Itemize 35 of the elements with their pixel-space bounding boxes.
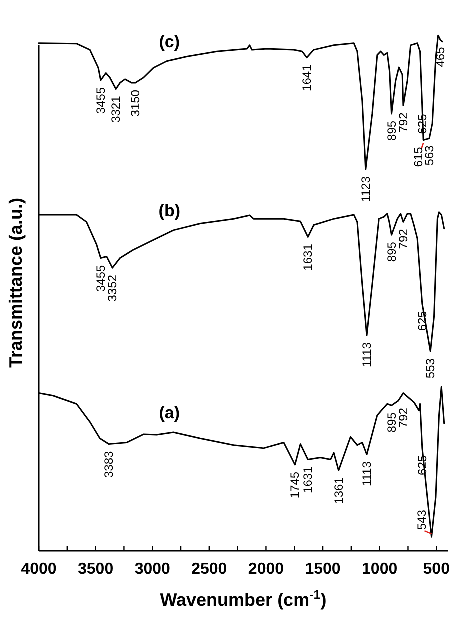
annotation: 1631 [301, 244, 316, 271]
x-tick-label: 3500 [78, 561, 114, 578]
annotation: 3352 [106, 274, 120, 302]
annotation: 1123 [358, 176, 373, 202]
annotation: 1113 [360, 461, 374, 487]
annotation: 543 [414, 510, 429, 530]
annotation: 895 [384, 242, 399, 262]
annotation: 1361 [332, 477, 346, 504]
annotation: 895 [384, 120, 399, 141]
x-axis-title: Wavenumber (cm$^{-1}$) [160, 588, 327, 610]
annotation: 1745 [288, 472, 302, 499]
annotation: 895 [384, 412, 399, 433]
x-tick-label: 2000 [248, 561, 284, 578]
x-tick-label: 1500 [305, 561, 341, 578]
annotation: 1641 [300, 64, 314, 92]
annotation: 792 [396, 408, 410, 428]
annotation: 792 [396, 228, 410, 250]
series-label: (b) [158, 201, 181, 220]
annotation: 3455 [94, 87, 108, 114]
annotation: 3150 [128, 90, 143, 117]
y-axis-title: Transmittance (a.u.) [6, 198, 26, 368]
x-tick-label: 4000 [21, 561, 57, 578]
annotation: 3383 [102, 450, 116, 478]
annotation: 553 [424, 358, 438, 379]
annotation: 3321 [109, 96, 124, 123]
annotation: 1113 [360, 342, 374, 368]
series-label: (a) [159, 403, 180, 422]
series-label: (c) [159, 32, 180, 52]
x-tick-label: 2500 [192, 561, 228, 578]
x-tick-label: 500 [423, 561, 450, 578]
annotation: 792 [396, 112, 410, 133]
x-tick-label: 3000 [134, 561, 171, 578]
x-tick-label: 1000 [362, 561, 398, 578]
annotation: 1631 [301, 466, 316, 494]
annotation: 3455 [94, 264, 108, 292]
